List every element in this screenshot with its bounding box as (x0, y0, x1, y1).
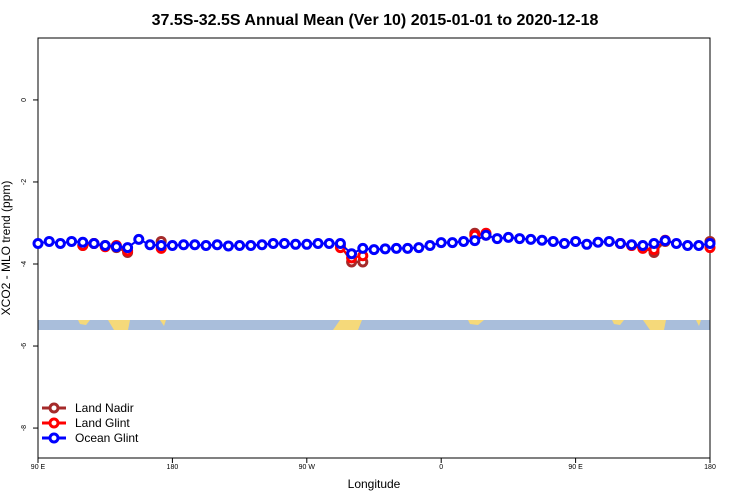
data-point (390, 242, 402, 254)
data-point (659, 235, 671, 247)
data-point (155, 240, 167, 252)
data-point (581, 238, 593, 250)
data-point (278, 237, 290, 249)
data-point (670, 237, 682, 249)
data-point (144, 239, 156, 251)
data-point (435, 237, 447, 249)
data-point (346, 248, 358, 260)
data-point (323, 237, 335, 249)
data-point (66, 235, 78, 247)
data-point (99, 240, 111, 252)
land-shape (612, 320, 624, 325)
data-point (502, 231, 514, 243)
map-strip (38, 320, 710, 330)
y-tick-label: 0 (21, 98, 28, 102)
data-point (637, 240, 649, 252)
data-point (301, 238, 313, 250)
land-shape (160, 320, 166, 326)
data-point (626, 239, 638, 251)
y-tick-label: -6 (21, 343, 28, 349)
legend-marker (48, 402, 60, 414)
data-point (547, 235, 559, 247)
data-point (525, 233, 537, 245)
data-point (603, 235, 615, 247)
data-point (110, 241, 122, 253)
data-point (200, 240, 212, 252)
data-point (54, 237, 66, 249)
data-point (413, 242, 425, 254)
data-point (77, 236, 89, 248)
data-point (458, 235, 470, 247)
data-point (267, 237, 279, 249)
x-tick-label: 90 W (299, 464, 316, 471)
data-point (357, 242, 369, 254)
data-point (88, 237, 100, 249)
data-point (514, 233, 526, 245)
data-point (592, 236, 604, 248)
data-point (570, 235, 582, 247)
data-point (290, 238, 302, 250)
data-point (222, 240, 234, 252)
legend-label: Land Glint (75, 416, 130, 430)
data-point (446, 237, 458, 249)
data-point (32, 237, 44, 249)
y-tick-label: -4 (21, 261, 28, 267)
data-point (166, 240, 178, 252)
data-point (614, 237, 626, 249)
x-tick-label: 0 (439, 464, 443, 471)
land-shape (696, 320, 701, 326)
data-point (491, 233, 503, 245)
data-point (245, 240, 257, 252)
data-point (682, 240, 694, 252)
x-tick-label: 180 (704, 464, 716, 471)
land-shape (333, 320, 362, 330)
ocean-strip (38, 320, 710, 330)
data-point (178, 239, 190, 251)
data-point (256, 239, 268, 251)
data-point (424, 240, 436, 252)
data-point (133, 233, 145, 245)
x-axis-label: Longitude (348, 477, 401, 491)
data-point (704, 237, 716, 249)
x-tick-label: 90 E (568, 464, 583, 471)
data-point (648, 237, 660, 249)
land-shape (78, 320, 90, 325)
y-tick-label: -8 (21, 425, 28, 431)
data-point (480, 229, 492, 241)
data-point (536, 234, 548, 246)
data-point (558, 237, 570, 249)
land-shape (643, 320, 666, 330)
data-point (189, 239, 201, 251)
legend-marker (48, 417, 60, 429)
data-point (334, 237, 346, 249)
series (32, 229, 716, 260)
land-shape (108, 320, 130, 330)
legend-marker (48, 432, 60, 444)
legend-label: Land Nadir (75, 401, 134, 415)
data-point (379, 243, 391, 255)
x-tick-label: 180 (167, 464, 179, 471)
data-point (368, 244, 380, 256)
data-point (234, 240, 246, 252)
data-point (43, 235, 55, 247)
data-point (211, 239, 223, 251)
data-point (312, 237, 324, 249)
data-point (402, 242, 414, 254)
data-point (122, 242, 134, 254)
y-axis-label: XCO2 - MLO trend (ppm) (0, 181, 13, 316)
y-tick-label: -2 (21, 179, 28, 185)
land-shape (468, 320, 484, 325)
data-point (693, 240, 705, 252)
legend-label: Ocean Glint (75, 431, 139, 445)
chart-title: 37.5S-32.5S Annual Mean (Ver 10) 2015-01… (152, 12, 599, 29)
x-tick-label: 90 E (31, 464, 46, 471)
data-point (469, 235, 481, 247)
